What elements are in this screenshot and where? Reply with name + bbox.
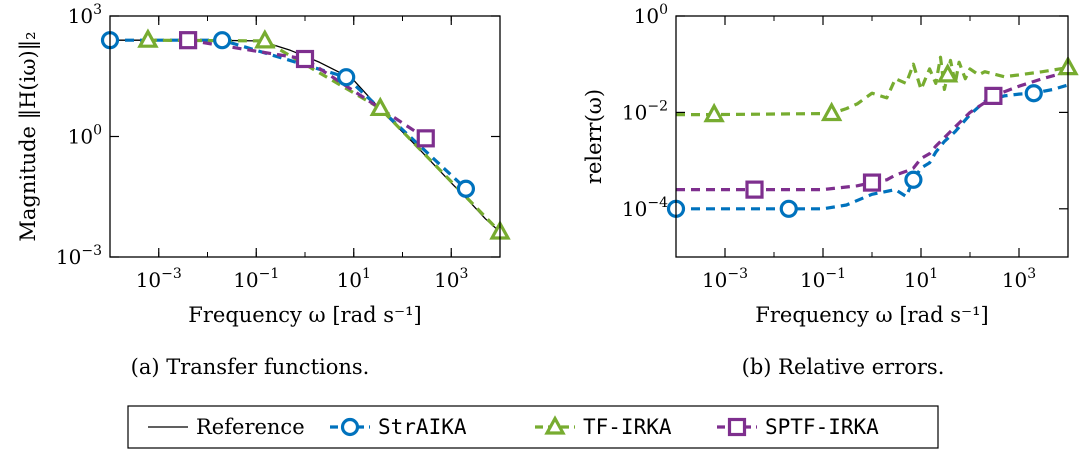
series-line-sptf-irka [676, 70, 1069, 192]
y-tick-label: 10−3 [56, 243, 102, 269]
marker-sptf-irka [179, 31, 198, 50]
marker-tf-irka [369, 96, 391, 117]
x-tick-label: 10−3 [702, 266, 748, 292]
x-tick-label: 10−3 [136, 266, 182, 292]
legend-marker-straika [340, 417, 360, 437]
x-axis-label: Frequency ω [rad s⁻¹] [188, 303, 421, 327]
legend-box [127, 405, 939, 449]
x-tick-label: 103 [1002, 266, 1036, 292]
marker-straika [337, 68, 356, 87]
plot-frame [109, 15, 501, 258]
marker-sptf-irka [984, 86, 1003, 105]
caption-relative-errors: (b) Relative errors. [742, 355, 945, 379]
legend-label-sptf-irka: SPTF-IRKA [765, 415, 879, 439]
y-tick-label: 103 [68, 2, 102, 28]
marker-tf-irka [254, 29, 276, 49]
series-line-tf-irka [676, 55, 1069, 117]
series-line-tf-irka [147, 38, 502, 234]
marker-tf-irka [820, 101, 843, 122]
y-tick-label: 10−4 [622, 195, 668, 221]
legend-label-reference: Reference [196, 415, 305, 439]
plot-frame [675, 15, 1069, 258]
series-line-straika [110, 38, 467, 190]
marker-sptf-irka [416, 129, 435, 148]
y-tick-label: 10−2 [622, 98, 668, 124]
legend-label-straika: StrAIKA [378, 415, 467, 439]
x-axis-label: Frequency ω [rad s⁻¹] [755, 303, 988, 327]
x-tick-label: 10−1 [800, 266, 846, 292]
legend-marker-tf-irka [544, 415, 566, 435]
x-tick-label: 10−1 [233, 266, 279, 292]
marker-sptf-irka [862, 173, 882, 192]
relative-error-chart: 10−3 10−1 101 103 10−4 10−2 100 Frequency ω [ra… [582, 2, 1079, 327]
marker-straika [213, 31, 232, 50]
marker-sptf-irka [745, 180, 764, 199]
marker-tf-irka [703, 102, 725, 123]
legend-marker-sptf-irka [727, 417, 747, 437]
marker-tf-irka [137, 28, 159, 48]
y-tick-label: 100 [68, 123, 102, 149]
marker-tf-irka [936, 63, 959, 83]
marker-straika [1024, 84, 1043, 103]
x-tick-label: 103 [434, 266, 468, 292]
x-tick-label: 101 [904, 266, 938, 292]
marker-straika [904, 170, 923, 189]
y-tick-label: 100 [634, 2, 668, 28]
marker-sptf-irka [295, 49, 315, 69]
series-line-straika [676, 83, 1069, 211]
series-line-reference [110, 39, 501, 233]
legend-label-tf-irka: TF-IRKA [583, 415, 672, 439]
legend: Reference StrAIKA TF-IRKA SPTF-IRKA [127, 405, 939, 449]
caption-transfer-functions: (a) Transfer functions. [131, 355, 370, 379]
marker-straika [779, 199, 798, 218]
transfer-function-chart: 10−3 10−1 101 103 10−3 100 103 Frequency ω [rad… [16, 2, 511, 327]
x-tick-label: 101 [337, 266, 371, 292]
marker-straika [456, 179, 476, 198]
y-axis-label: Magnitude ‖H(iω)‖₂ [16, 31, 41, 241]
y-axis-label: relerr(ω) [582, 89, 606, 184]
